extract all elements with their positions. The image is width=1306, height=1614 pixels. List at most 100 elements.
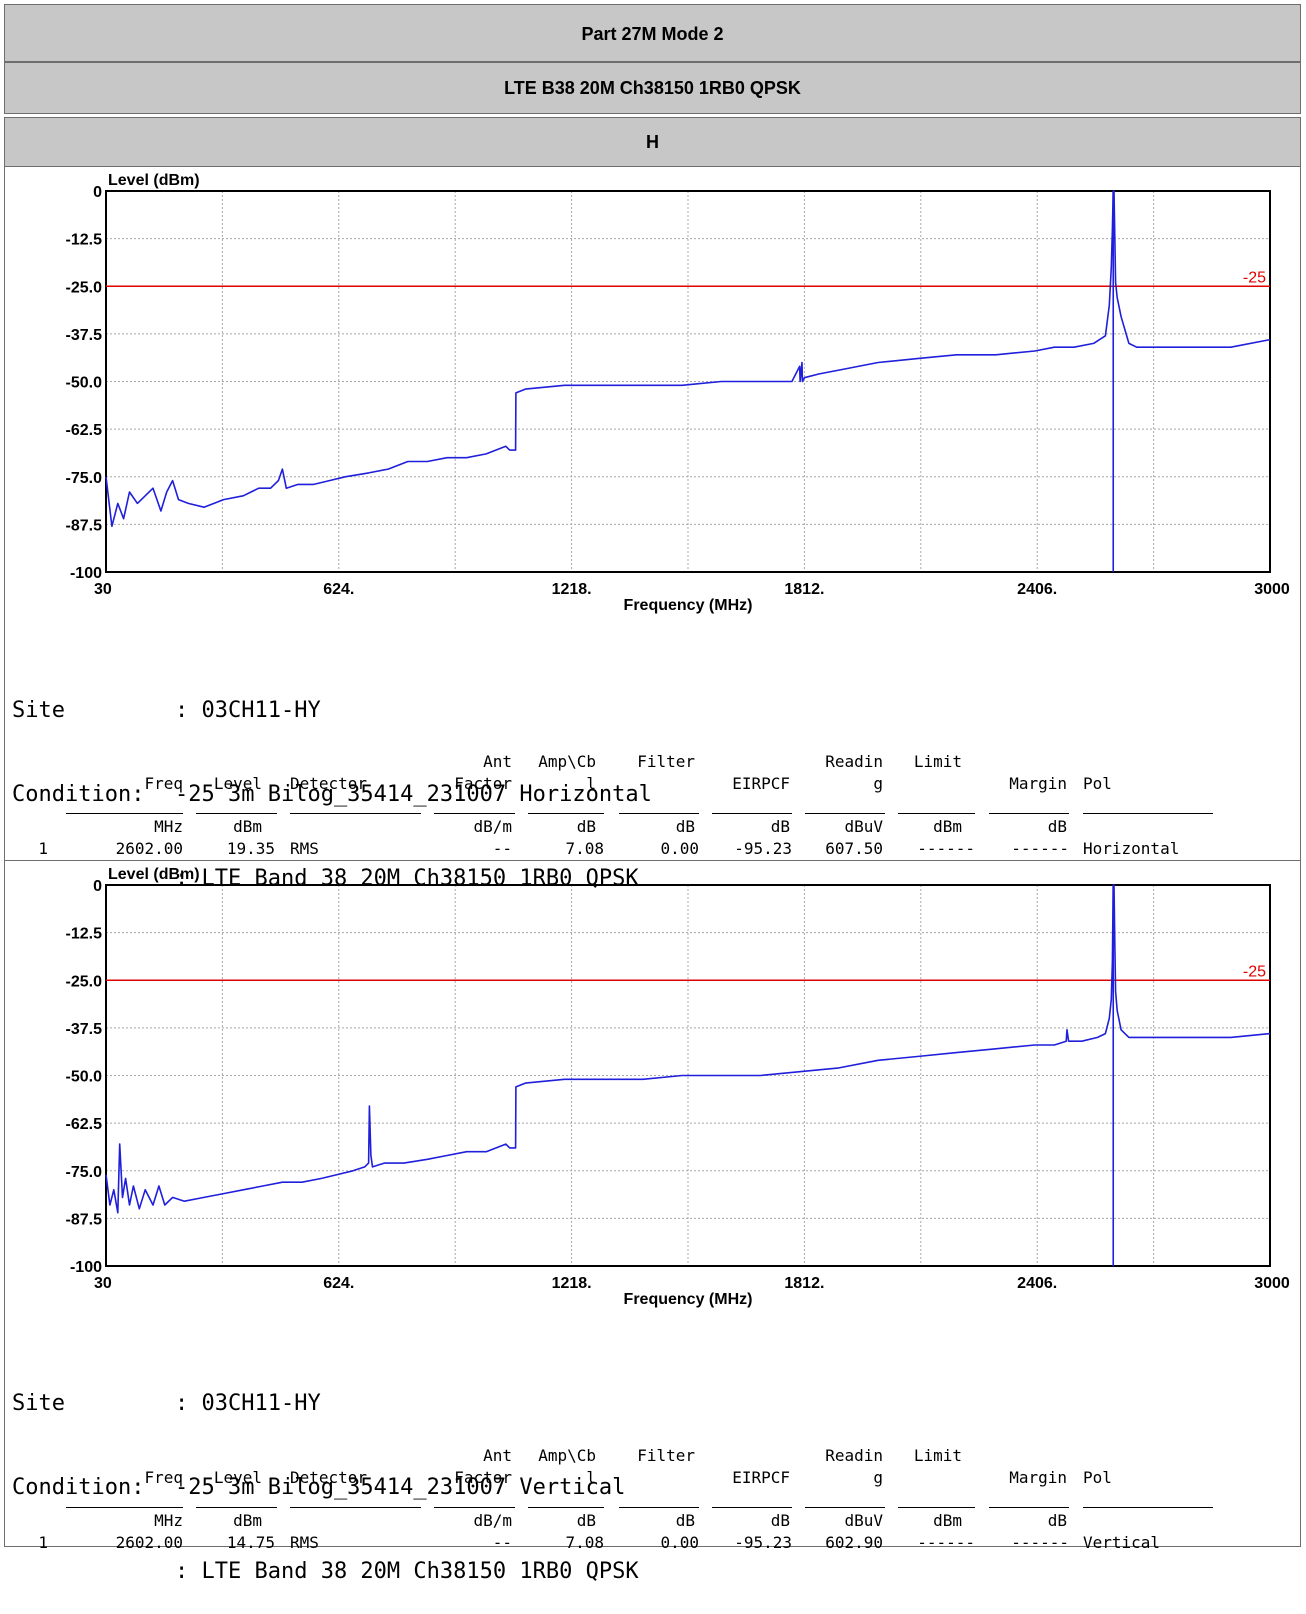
table-header-cell: Pol: [1083, 1468, 1112, 1487]
table-row-cell: --: [492, 839, 512, 858]
table-unit-cell: dB: [1047, 1511, 1067, 1530]
site-label: Site: [12, 1391, 65, 1416]
table-rule: [989, 1507, 1069, 1508]
site-value: : 03CH11-HY: [175, 1391, 321, 1416]
y-tick-label: -50.0: [66, 1069, 103, 1086]
plot-frame: [105, 190, 1271, 573]
table-header-cell: Readin: [825, 752, 883, 771]
x-tick-label: 1218.: [552, 1275, 592, 1292]
table-row-cell: -95.23: [734, 839, 792, 858]
y-tick-label: -87.5: [66, 1211, 103, 1228]
table-row-cell: Horizontal: [1083, 839, 1180, 858]
condition-line2: : LTE Band 38 20M Ch38150 1RB0 QPSK: [175, 1559, 639, 1584]
table-rule: [528, 813, 604, 814]
y-tick-label: -75.0: [66, 1164, 103, 1181]
table-row-cell: ------: [917, 1533, 975, 1552]
series-line: [105, 884, 1271, 1214]
table-unit-cell: dB: [770, 817, 790, 836]
x-tick-label: 3000: [1254, 581, 1290, 598]
table-rule: [1083, 1507, 1213, 1508]
table-rule: [805, 813, 885, 814]
report-title-bar: Part 27M Mode 2: [4, 4, 1301, 62]
table-header-cell: Freq: [144, 774, 183, 793]
table-row-cell: 1: [38, 839, 48, 858]
table-rule: [898, 813, 975, 814]
table-row-cell: RMS: [290, 1533, 319, 1552]
table-header-cell: Ant: [483, 1446, 512, 1465]
x-tick-label: 624.: [323, 581, 354, 598]
report-title: Part 27M Mode 2: [581, 24, 724, 44]
horizontal-measurement-table: Ant Amp\Cb Filter Readin Limit Freq Level Detec…: [0, 748, 1306, 858]
table-row-cell: ------: [917, 839, 975, 858]
table-header-cell: EIRPCF: [732, 774, 790, 793]
y-axis-label: Level (dBm): [108, 866, 200, 883]
table-row-cell: --: [492, 1533, 512, 1552]
site-value: : 03CH11-HY: [175, 698, 321, 723]
table-row-cell: ------: [1011, 839, 1069, 858]
table-header-cell: Detector: [290, 1468, 368, 1487]
table-row-cell: RMS: [290, 839, 319, 858]
table-header-cell: Filter: [637, 1446, 695, 1465]
table-header-cell: Filter: [637, 752, 695, 771]
condition-value: -25 3m Bilog_35414_231007 Vertical: [175, 1475, 626, 1500]
table-header-cell: Level: [213, 774, 262, 793]
table-unit-cell: dBuV: [844, 1511, 883, 1530]
report-subtitle: LTE B38 20M Ch38150 1RB0 QPSK: [504, 78, 801, 98]
table-header-cell: Level: [213, 1468, 262, 1487]
table-rule: [989, 813, 1069, 814]
table-rule: [66, 813, 183, 814]
y-tick-label: -25.0: [66, 973, 103, 990]
table-unit-cell: MHz: [154, 1511, 183, 1530]
y-tick-label: -25.0: [66, 279, 103, 296]
table-row-cell: -95.23: [734, 1533, 792, 1552]
table-row-cell: 607.50: [825, 839, 883, 858]
table-row-cell: 602.90: [825, 1533, 883, 1552]
table-row-cell: 7.08: [565, 839, 604, 858]
horizontal-spectrum-chart: 0 -12.5 -25.0 -37.5 -50.0 -62.5 -75.0 -87.5 -100…: [66, 172, 1290, 614]
x-tick-label: 30: [94, 581, 112, 598]
table-unit-cell: dBm: [233, 1511, 262, 1530]
table-header-cell: Freq: [144, 1468, 183, 1487]
table-header-cell: g: [873, 774, 883, 793]
y-tick-label: 0: [93, 184, 102, 201]
table-header-cell: Readin: [825, 1446, 883, 1465]
condition-value: -25 3m Bilog_35414_231007 Horizontal: [175, 782, 652, 807]
table-header-cell: Margin: [1009, 774, 1067, 793]
table-rule: [434, 1507, 515, 1508]
condition-line2: : LTE Band 38 20M Ch38150 1RB0 QPSK: [175, 866, 639, 891]
table-row-cell: 2602.00: [115, 1533, 183, 1552]
condition-label: Condition:: [12, 782, 145, 807]
x-tick-label: 1812.: [784, 581, 824, 598]
table-unit-cell: dBm: [233, 817, 262, 836]
table-header-cell: Amp\Cb: [538, 752, 596, 771]
x-axis-label: Frequency (MHz): [624, 1291, 753, 1308]
table-header-cell: l: [586, 1468, 596, 1487]
table-header-cell: Factor: [454, 774, 512, 793]
table-header-cell: Pol: [1083, 774, 1112, 793]
x-tick-label: 3000: [1254, 1275, 1290, 1292]
table-unit-cell: dBm: [933, 817, 962, 836]
table-row-cell: 19.35: [226, 839, 275, 858]
table-rule: [619, 1507, 699, 1508]
table-header-cell: EIRPCF: [732, 1468, 790, 1487]
table-header-cell: Factor: [454, 1468, 512, 1487]
y-tick-label: -12.5: [66, 926, 103, 943]
series-line: [105, 190, 1271, 528]
table-rule: [898, 1507, 975, 1508]
y-tick-label: -50.0: [66, 375, 103, 392]
table-row-cell: 1: [38, 1533, 48, 1552]
limit-line-label: -25: [1243, 269, 1266, 286]
y-tick-label: -62.5: [66, 1116, 103, 1133]
table-unit-cell: dB: [770, 1511, 790, 1530]
plot-frame: [105, 884, 1271, 1267]
table-unit-cell: dB: [576, 817, 596, 836]
table-unit-cell: dB: [675, 817, 695, 836]
table-unit-cell: dBuV: [844, 817, 883, 836]
table-unit-cell: dB: [576, 1511, 596, 1530]
table-row-cell: 0.00: [660, 839, 699, 858]
table-header-cell: Amp\Cb: [538, 1446, 596, 1465]
table-rule: [619, 813, 699, 814]
y-tick-label: -37.5: [66, 1021, 103, 1038]
vertical-spectrum-chart: 0 -12.5 -25.0 -37.5 -50.0 -62.5 -75.0 -87.5 -100…: [66, 866, 1290, 1308]
limit-line-label: -25: [1243, 963, 1266, 980]
